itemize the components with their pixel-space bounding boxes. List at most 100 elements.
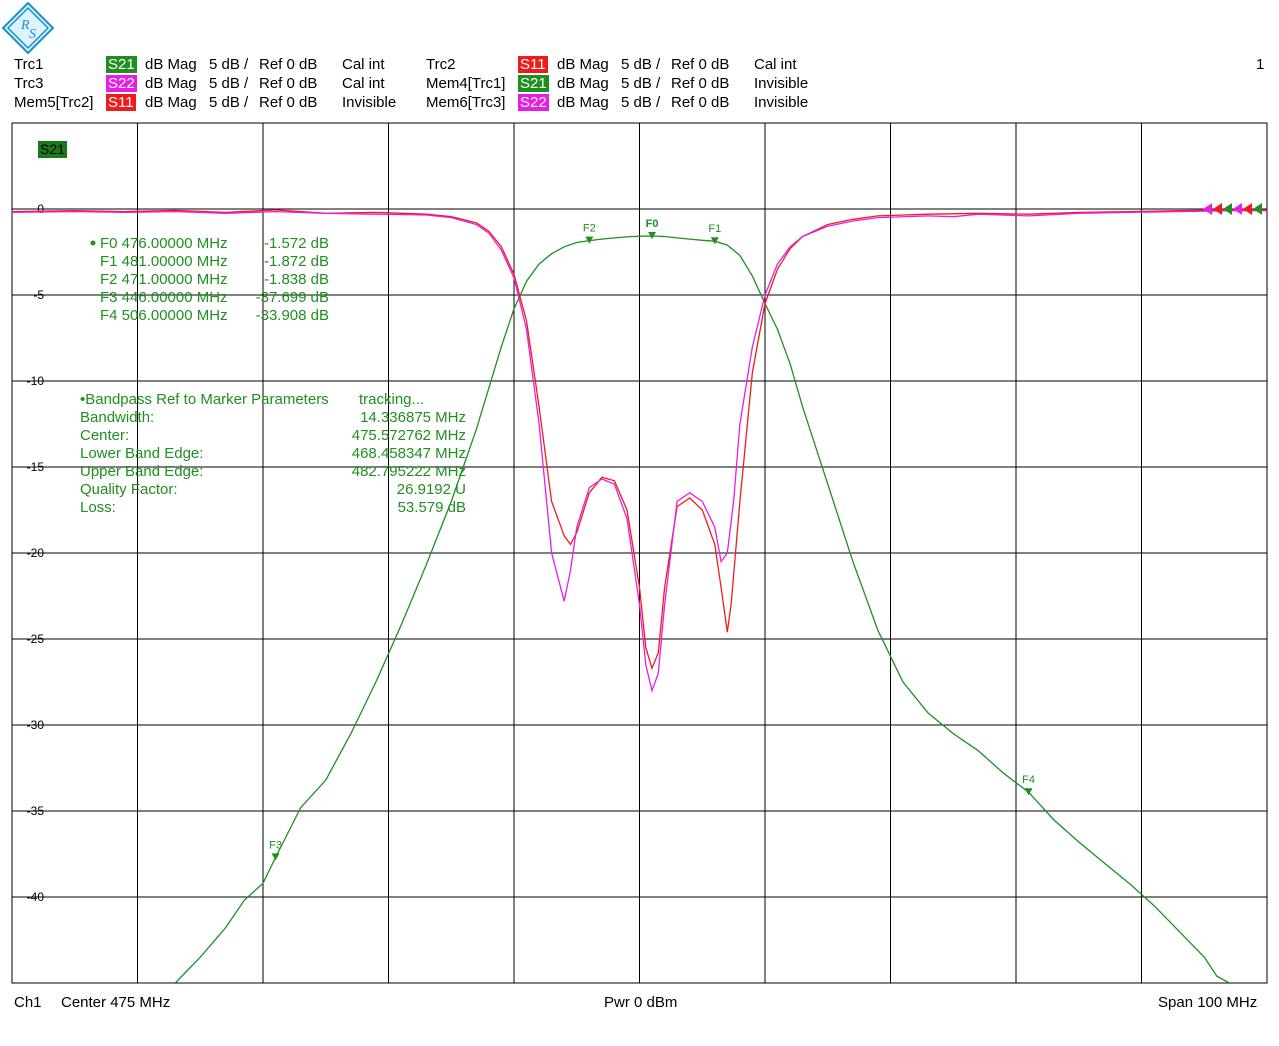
trace-ref[interactable]: Ref 0 dB xyxy=(671,56,730,73)
trace-group xyxy=(12,209,1267,983)
center-frequency[interactable]: Center 475 MHz xyxy=(61,994,171,1011)
trace-scale[interactable]: 5 dB / xyxy=(621,56,661,73)
page-number: 1 xyxy=(1256,56,1265,73)
trace-name[interactable]: Trc2 xyxy=(426,56,456,73)
marker-table-value: -1.838 dB xyxy=(264,271,329,288)
bandpass-label: Lower Band Edge: xyxy=(80,445,203,462)
marker-table-value: -37.699 dB xyxy=(256,289,329,306)
bandpass-status: tracking... xyxy=(359,391,424,408)
active-trace-tag[interactable]: S21 xyxy=(38,141,67,158)
trace-status: Cal int xyxy=(342,75,385,92)
bandpass-label: Quality Factor: xyxy=(80,481,178,498)
marker-table-name: F4 506.00000 MHz xyxy=(100,307,228,324)
bandpass-label: Upper Band Edge: xyxy=(80,463,203,480)
marker-table-name: F0 476.00000 MHz xyxy=(100,235,228,252)
y-tick-label: 0 xyxy=(37,202,44,216)
trace-scale[interactable]: 5 dB / xyxy=(209,94,249,111)
marker-f1-triangle xyxy=(710,237,719,245)
trace-format[interactable]: dB Mag xyxy=(557,75,609,92)
trace-s11 xyxy=(12,209,1267,671)
trace-status: Cal int xyxy=(342,56,385,73)
trace-scale[interactable]: 5 dB / xyxy=(621,75,661,92)
trace-scale[interactable]: 5 dB / xyxy=(209,75,249,92)
trace-param-badge[interactable]: S11 xyxy=(106,94,136,111)
trace-status: Invisible xyxy=(754,94,809,111)
trace-format[interactable]: dB Mag xyxy=(557,56,609,73)
marker-table-name: F2 471.00000 MHz xyxy=(100,271,228,288)
trace-ref[interactable]: Ref 0 dB xyxy=(259,75,318,92)
marker-table-name: F3 446.00000 MHz xyxy=(100,289,228,306)
bandpass-title: •Bandpass Ref to Marker Parameters xyxy=(80,391,329,408)
bandpass-label: Loss: xyxy=(80,499,116,516)
bandpass-label: Center: xyxy=(80,427,129,444)
y-tick-label: -20 xyxy=(27,546,45,560)
trace-ref[interactable]: Ref 0 dB xyxy=(671,94,730,111)
bandpass-label: Bandwidth: xyxy=(80,409,154,426)
trace-name[interactable]: Trc3 xyxy=(14,75,44,92)
trace-param-badge[interactable]: S22 xyxy=(106,75,137,92)
reference-level-marker xyxy=(1233,203,1242,215)
marker-f1-label: F1 xyxy=(708,223,721,235)
marker-f3-label: F3 xyxy=(269,839,282,851)
bandpass-value: 482.795222 MHz xyxy=(352,463,466,480)
reference-level-marker xyxy=(1243,203,1252,215)
rs-logo: R S xyxy=(2,2,54,54)
trace-ref[interactable]: Ref 0 dB xyxy=(259,94,318,111)
bandpass-value: 475.572762 MHz xyxy=(352,427,466,444)
marker-table-value: -1.572 dB xyxy=(264,235,329,252)
trace-param-badge[interactable]: S21 xyxy=(518,75,549,92)
power-level[interactable]: Pwr 0 dBm xyxy=(604,994,678,1011)
trace-format[interactable]: dB Mag xyxy=(145,56,197,73)
reference-level-marker xyxy=(1223,203,1232,215)
trace-name[interactable]: Mem5[Trc2] xyxy=(14,94,94,111)
span-frequency[interactable]: Span 100 MHz xyxy=(1158,994,1258,1011)
trace-s22 xyxy=(12,210,1267,693)
bandpass-value: 468.458347 MHz xyxy=(352,445,466,462)
bandpass-value: 26.9192 U xyxy=(397,481,466,498)
marker-f4-label: F4 xyxy=(1022,774,1035,786)
marker-f2-triangle xyxy=(585,236,594,244)
trace-status: Invisible xyxy=(342,94,397,111)
active-marker-dot xyxy=(90,240,96,246)
trace-format[interactable]: dB Mag xyxy=(145,94,197,111)
trace-format[interactable]: dB Mag xyxy=(557,94,609,111)
y-tick-label: -25 xyxy=(27,632,45,646)
marker-f0-label: F0 xyxy=(646,218,659,230)
trace-s21 xyxy=(174,235,1230,983)
marker-f0-triangle xyxy=(648,232,657,240)
trace-name[interactable]: Mem4[Trc1] xyxy=(426,75,506,92)
reference-level-marker xyxy=(1203,203,1212,215)
trace-format[interactable]: dB Mag xyxy=(145,75,197,92)
y-tick-label: -10 xyxy=(27,374,45,388)
marker-table-name: F1 481.00000 MHz xyxy=(100,253,228,270)
trace-param-badge[interactable]: S11 xyxy=(518,56,548,73)
y-tick-label: -35 xyxy=(27,804,45,818)
trace-status: Invisible xyxy=(754,75,809,92)
trace-status: Cal int xyxy=(754,56,797,73)
svg-text:S: S xyxy=(29,27,36,42)
trace-name[interactable]: Mem6[Trc3] xyxy=(426,94,506,111)
trace-scale[interactable]: 5 dB / xyxy=(209,56,249,73)
reference-level-marker xyxy=(1213,203,1222,215)
y-tick-label: -5 xyxy=(33,288,44,302)
reference-level-marker xyxy=(1253,203,1262,215)
trace-param-badge[interactable]: S22 xyxy=(518,94,549,111)
marker-f2-label: F2 xyxy=(583,223,596,235)
trace-scale[interactable]: 5 dB / xyxy=(621,94,661,111)
y-tick-label: -15 xyxy=(27,460,45,474)
bandpass-value: 53.579 dB xyxy=(398,499,466,516)
trace-ref[interactable]: Ref 0 dB xyxy=(259,56,318,73)
marker-f3-triangle xyxy=(271,853,280,861)
marker-f4-triangle xyxy=(1024,788,1033,796)
trace-ref[interactable]: Ref 0 dB xyxy=(671,75,730,92)
trace-name[interactable]: Trc1 xyxy=(14,56,44,73)
marker-table-value: -33.908 dB xyxy=(256,307,329,324)
y-tick-label: -40 xyxy=(27,890,45,904)
bandpass-value: 14.336875 MHz xyxy=(360,409,466,426)
marker-table-value: -1.872 dB xyxy=(264,253,329,270)
channel-label: Ch1 xyxy=(14,994,42,1011)
trace-param-badge[interactable]: S21 xyxy=(106,56,137,73)
y-tick-label: -30 xyxy=(27,718,45,732)
svg-text:R: R xyxy=(20,18,30,33)
